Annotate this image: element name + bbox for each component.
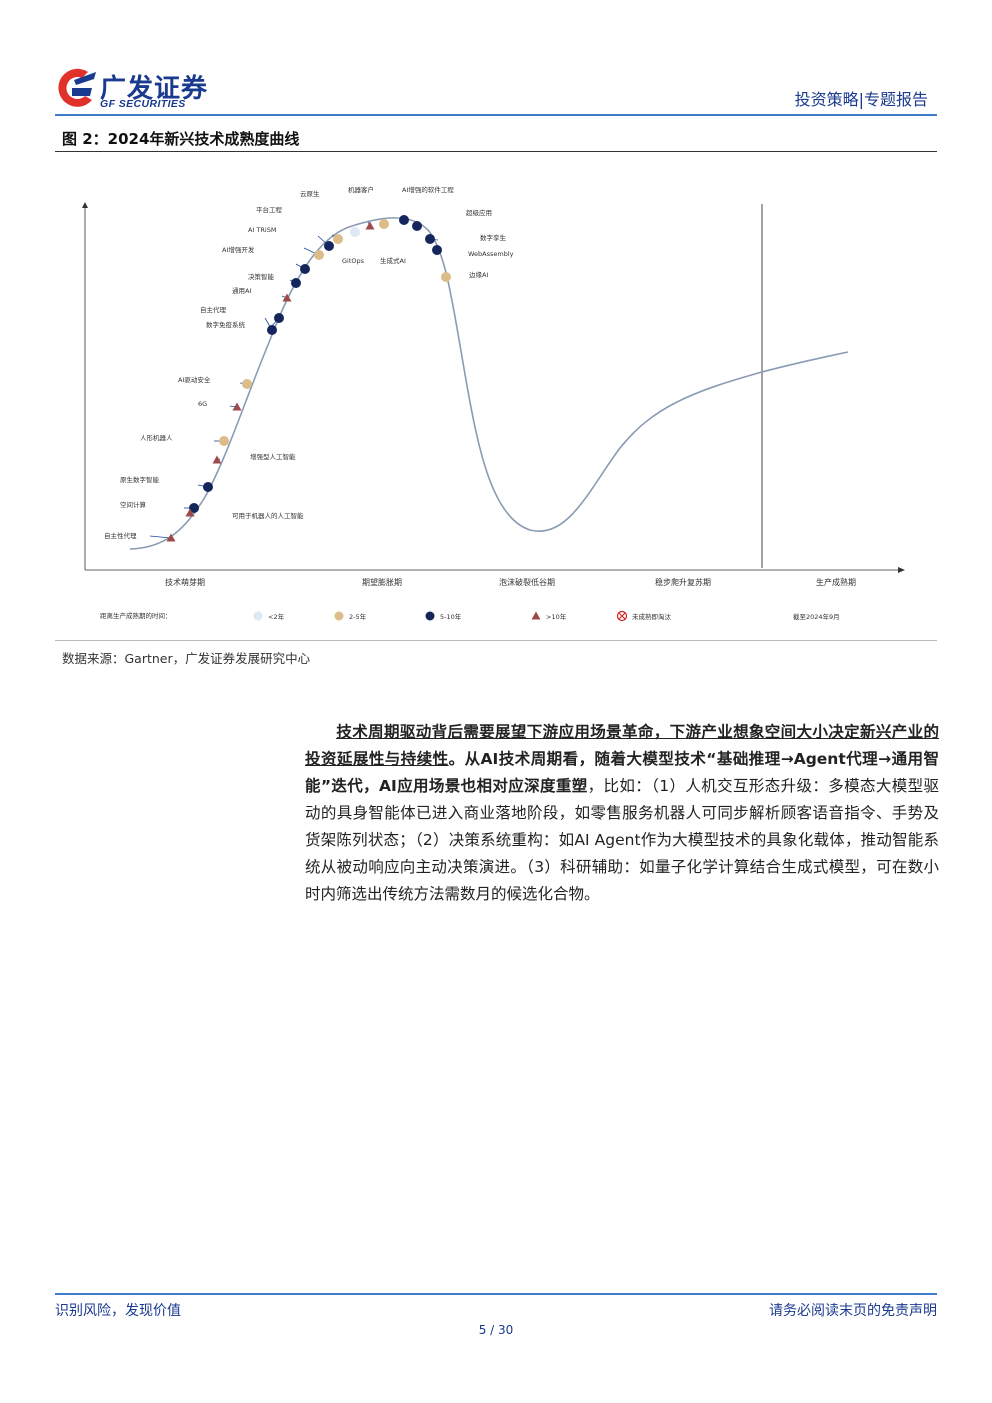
- paragraph-key-point: 技术周期驱动背后需要展望下游应用场景革命，下游产业想象空间大小决定新兴产业的投资…: [305, 723, 939, 768]
- logo-name: 广发证券: [100, 74, 209, 104]
- chart-axes: [82, 202, 905, 573]
- tech-marker-circle: [441, 272, 451, 282]
- phase-label: 稳步爬升复苏期: [655, 577, 711, 587]
- tech-label: WebAssembly: [468, 250, 514, 258]
- tech-marker-circle: [412, 221, 422, 231]
- tech-label: 决策智能: [248, 272, 275, 281]
- tech-label: 生成式AI: [380, 256, 406, 265]
- phase-label: 期望膨胀期: [362, 577, 402, 587]
- tech-marker-circle: [291, 278, 301, 288]
- tech-label: 6G: [198, 400, 207, 408]
- footer-slogan: 识别风险，发现价值: [55, 1303, 181, 1319]
- logo-english-name: GF SECURITIES: [100, 98, 186, 110]
- figure-bottom-rule: [55, 640, 937, 641]
- paragraph-bold-point: 。从AI技术周期看，随着大模型技术“基础推理→Agent代理→通用智能”迭代，A…: [305, 750, 939, 795]
- tech-label: 平台工程: [256, 205, 283, 214]
- legend-marker-crossed-circle: [616, 610, 628, 622]
- tech-marker-circle: [189, 503, 199, 513]
- tech-marker-triangle: [232, 402, 242, 411]
- legend-label: >10年: [546, 612, 567, 621]
- legend-marker-cross: [618, 612, 626, 620]
- tech-label: 空间计算: [120, 500, 147, 509]
- page-number: 5 / 30: [478, 1323, 514, 1337]
- body-paragraph: 技术周期驱动背后需要展望下游应用场景革命，下游产业想象空间大小决定新兴产业的投资…: [305, 719, 939, 908]
- hype-curve: [129, 217, 849, 550]
- phase-label: 技术萌芽期: [165, 577, 205, 587]
- tech-label: AI增强的软件工程: [402, 185, 454, 194]
- x-axis-arrow: [898, 567, 905, 573]
- tech-label: 可用于机器人的人工智能: [232, 511, 304, 520]
- legend-label: 未成熟即淘汰: [632, 612, 672, 621]
- tech-label: GitOps: [342, 257, 365, 265]
- chart-as-of-date: 截至2024年9月: [793, 612, 840, 621]
- tech-label: 超级应用: [466, 208, 492, 217]
- tech-markers-layer: [166, 215, 451, 542]
- tech-marker-triangle: [185, 508, 195, 517]
- tech-label: 自主性代理: [104, 531, 137, 540]
- tech-marker-circle: [219, 436, 229, 446]
- paragraph-details: ，比如：（1）人机交互形态升级：多模态大模型驱动的具身智能体已进入商业落地阶段，…: [305, 777, 939, 903]
- legend-label: 5-10年: [440, 612, 462, 621]
- legend-marker-triangle: [531, 611, 541, 620]
- tech-label: AI TRiSM: [248, 226, 276, 234]
- header-divider: [55, 114, 937, 116]
- figure-title: 图 2：2024年新兴技术成熟度曲线: [62, 130, 300, 148]
- tech-label: 机器客户: [348, 185, 374, 194]
- y-axis-arrow: [82, 202, 88, 208]
- legend-title: 距离生产成熟期的时间：: [100, 611, 172, 620]
- tech-label: 边缘AI: [469, 270, 488, 279]
- tech-label: AI增强开发: [222, 245, 255, 254]
- tech-label: 云原生: [300, 189, 320, 198]
- tech-marker-circle: [314, 250, 324, 260]
- tech-marker-triangle: [282, 293, 292, 302]
- tech-marker-circle: [300, 264, 310, 274]
- tech-label: AI驱动安全: [178, 375, 211, 384]
- legend-layer: 距离生产成熟期的时间： <2年 2-5年 5-10年 >10年 未成熟即淘汰 截至2024年…: [100, 610, 840, 622]
- tech-marker-circle: [399, 215, 409, 225]
- tech-label: 增强型人工智能: [250, 452, 296, 461]
- tech-marker-triangle: [166, 533, 176, 542]
- legend-marker-circle: [253, 611, 263, 621]
- tech-marker-circle: [274, 313, 284, 323]
- tech-marker-circle: [324, 241, 334, 251]
- legend-label: <2年: [268, 612, 285, 621]
- tech-marker-circle: [242, 379, 252, 389]
- legend-label: 2-5年: [349, 612, 367, 621]
- tech-label: 原生数字智能: [120, 475, 160, 484]
- tech-marker-circle: [379, 219, 389, 229]
- phase-labels-layer: 技术萌芽期 期望膨胀期 泡沫破裂低谷期 稳步爬升复苏期 生产成熟期: [165, 577, 856, 587]
- figure-title-rule: [55, 151, 937, 152]
- phase-label: 泡沫破裂低谷期: [499, 577, 555, 587]
- footer-divider: [55, 1293, 937, 1295]
- tech-marker-circle: [432, 245, 442, 255]
- footer-disclaimer: 请务必阅读末页的免责声明: [769, 1303, 937, 1319]
- hype-curve-layer: [129, 217, 849, 550]
- tech-marker-circle: [350, 227, 360, 237]
- report-type: 投资策略|专题报告: [794, 90, 928, 109]
- tech-label: 通用AI: [232, 286, 251, 295]
- tech-marker-circle: [267, 325, 277, 335]
- tech-label: 人形机器人: [140, 433, 173, 442]
- phase-label: 生产成熟期: [816, 577, 856, 587]
- gf-logo-icon: [58, 68, 96, 107]
- tech-label: 数字孪生: [480, 233, 507, 242]
- tech-marker-circle: [333, 234, 343, 244]
- tech-label: 数字免疫系统: [206, 320, 246, 329]
- tech-label: 自主代理: [200, 305, 227, 314]
- figure-source: 数据来源：Gartner，广发证券发展研究中心: [62, 651, 311, 666]
- tech-marker-triangle: [365, 221, 375, 230]
- tech-marker-triangle: [212, 455, 222, 464]
- tech-marker-circle: [425, 234, 435, 244]
- legend-marker-circle: [334, 611, 344, 621]
- tech-marker-circle: [203, 482, 213, 492]
- leader-line: [149, 535, 172, 539]
- legend-marker-circle: [425, 611, 435, 621]
